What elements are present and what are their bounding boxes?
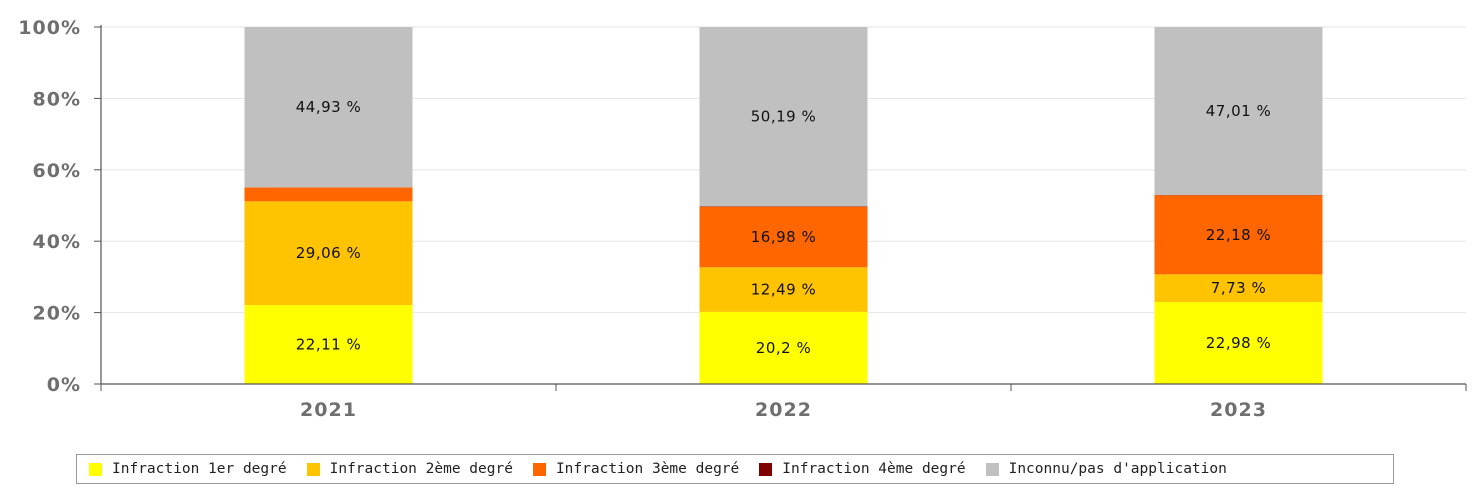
x-tick-label: 2023 [1210, 399, 1267, 421]
legend-item: Infraction 4ème degré [759, 461, 966, 477]
y-tick-label: 40% [33, 231, 81, 253]
legend-swatch [89, 462, 102, 476]
bar-segment [699, 206, 868, 268]
bar-segment [244, 187, 413, 202]
bars [244, 27, 1323, 384]
data-label: 7,73 % [1211, 279, 1266, 297]
data-labels: 22,11 % 29,06 % 44,93 % 20,2 % 12,49 % 16,98 … [296, 98, 1271, 357]
bar-segment [1154, 195, 1323, 275]
bar-segment [699, 27, 868, 207]
data-label: 29,06 % [296, 244, 361, 262]
axes: 0% 20% 40% 60% 80% 100% 2021 2022 2023 [18, 17, 1467, 421]
bar-segment [1154, 27, 1323, 195]
data-label: 47,01 % [1206, 102, 1271, 120]
legend-item: Infraction 1er degré [89, 461, 287, 477]
legend-swatch [985, 462, 999, 476]
y-tick-label: 80% [33, 88, 81, 110]
data-label: 12,49 % [751, 281, 816, 299]
bar-segment [1154, 301, 1323, 384]
stacked-bar-chart: 0% 20% 40% 60% 80% 100% 2021 2022 2023 22,11 % 29… [18, 17, 1467, 421]
legend-swatch [532, 462, 546, 476]
x-tick-label: 2021 [300, 399, 357, 421]
x-tick-label: 2022 [755, 399, 812, 421]
bar-segment [699, 267, 868, 312]
y-tick-label: 100% [18, 17, 81, 39]
legend-swatch [759, 462, 773, 476]
y-tick-label: 20% [33, 303, 81, 325]
data-label: 22,18 % [1206, 226, 1271, 244]
legend-label: Infraction 1er degré [112, 461, 287, 477]
bar-segment [699, 311, 868, 384]
data-label: 20,2 % [756, 339, 811, 357]
data-label: 50,19 % [751, 108, 816, 126]
legend-label: Infraction 4ème degré [782, 461, 966, 477]
legend: Infraction 1er degré Infraction 2ème degr… [76, 454, 1394, 484]
data-label: 22,11 % [296, 336, 361, 354]
bar-segment [244, 201, 413, 306]
y-tick-label: 0% [47, 374, 81, 396]
bar-segment [244, 305, 413, 384]
bar-segment [1154, 274, 1323, 302]
data-label: 22,98 % [1206, 334, 1271, 352]
legend-swatch [306, 462, 320, 476]
data-label: 44,93 % [296, 98, 361, 116]
bar-segment [244, 27, 413, 188]
legend-label: Inconnu/pas d'application [1008, 461, 1227, 477]
y-tick-label: 60% [33, 160, 81, 182]
legend-label: Infraction 3ème degré [555, 461, 740, 477]
legend-item: Inconnu/pas d'application [985, 461, 1227, 477]
legend-item: Infraction 3ème degré [532, 461, 740, 477]
legend-item: Infraction 2ème degré [306, 461, 513, 477]
data-label: 16,98 % [751, 228, 816, 246]
legend-label: Infraction 2ème degré [329, 461, 513, 477]
